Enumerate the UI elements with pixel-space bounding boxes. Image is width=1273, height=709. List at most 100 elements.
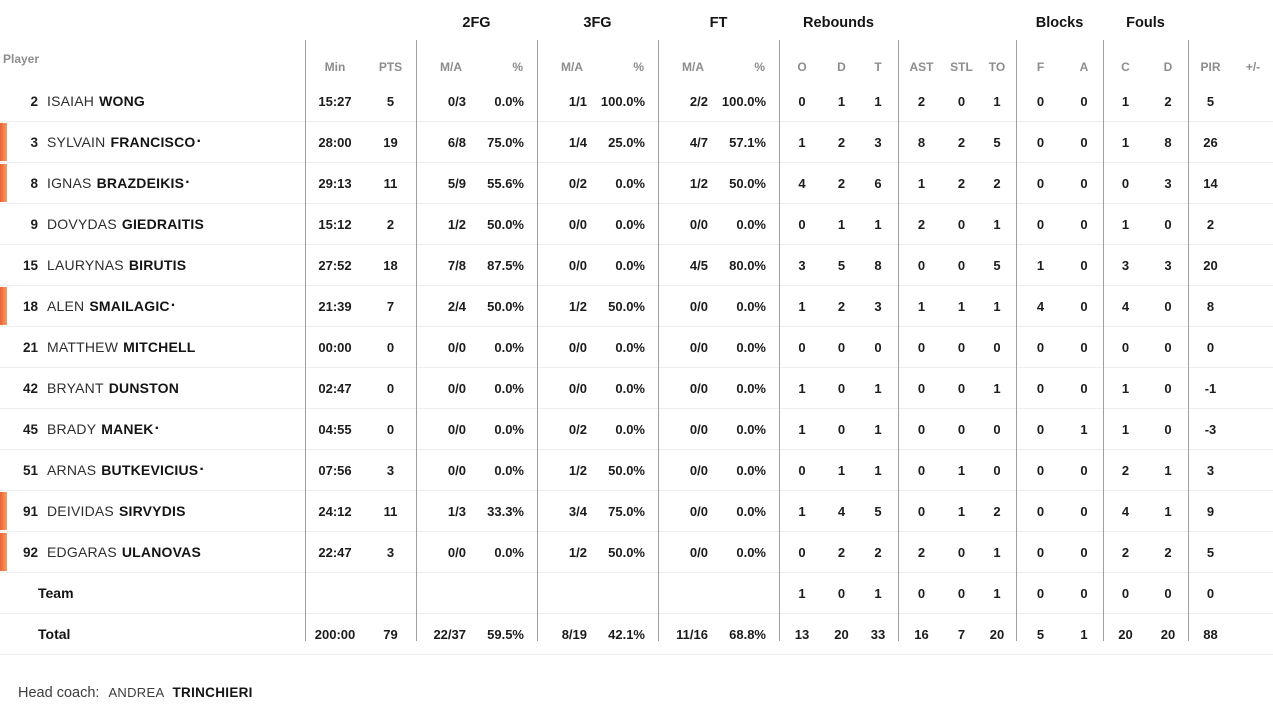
cell-ft-ma: 1/2: [689, 175, 708, 191]
player-last-name: BRAZDEIKIS: [96, 175, 185, 191]
cell-min: 27:52: [318, 257, 352, 273]
cell-reb-d: 1: [837, 462, 846, 478]
cell-blk-f: 0: [1036, 175, 1045, 191]
on-court-indicator: [0, 287, 7, 325]
cell-pts: 11: [383, 503, 398, 519]
table-row: Team 1 0 1 0 0 1 0 0 0 0 0: [0, 573, 1273, 614]
cell-ast: 8: [917, 134, 926, 150]
cell-pts: 2: [386, 216, 395, 232]
player-number: 51: [22, 462, 38, 478]
on-court-indicator: [0, 492, 7, 530]
player-first-name: EDGARAS: [47, 544, 117, 560]
cell-blk-f: 1: [1036, 257, 1045, 273]
cell-ast: 1: [917, 298, 926, 314]
cell-blk-f: 5: [1036, 626, 1045, 642]
cell-to: 0: [993, 421, 1001, 437]
cell-reb-t: 1: [874, 421, 882, 437]
cell-ast: 0: [917, 339, 926, 355]
table-row[interactable]: 18 ALEN SMAILAGIC · 21:39 7 2/4 50.0% 1/…: [0, 286, 1273, 327]
table-row[interactable]: 9 DOVYDAS GIEDRAITIS 15:12 2 1/2 50.0% 0…: [0, 204, 1273, 245]
cell-ft-ma: 11/16: [676, 626, 708, 642]
cell-2fg-ma: 0/0: [447, 380, 466, 396]
table-row[interactable]: 42 BRYANT DUNSTON 02:47 0 0/0 0.0% 0/0 0…: [0, 368, 1273, 409]
cell-3fg-ma: 0/2: [568, 421, 587, 437]
col-header-reb-t: T: [874, 60, 882, 74]
cell-stl: 1: [957, 462, 966, 478]
cell-to: 1: [993, 544, 1001, 560]
table-row[interactable]: 2 ISAIAH WONG 15:27 5 0/3 0.0% 1/1 100.0…: [0, 81, 1273, 122]
cell-reb-t: 2: [874, 544, 882, 560]
cell-pir: 0: [1206, 585, 1215, 601]
starter-dot-icon: ·: [170, 297, 177, 314]
cell-blk-a: 0: [1080, 93, 1088, 109]
cell-2fg-ma: 1/3: [447, 503, 466, 519]
col-header-2fg-ma: M/A: [440, 60, 462, 74]
player-cell: Total: [0, 614, 305, 654]
cell-3fg-ma: 1/4: [568, 134, 587, 150]
column-divider: [416, 40, 417, 641]
cell-2fg-pct: 59.5%: [487, 626, 524, 642]
cell-3fg-ma: 3/4: [568, 503, 587, 519]
group-header-2fg: 2FG: [462, 15, 491, 31]
cell-pts: 7: [386, 298, 395, 314]
cell-reb-o: 4: [798, 175, 806, 191]
cell-min: 15:27: [318, 93, 352, 109]
cell-3fg-ma: 0/2: [568, 175, 587, 191]
table-row[interactable]: 21 MATTHEW MITCHELL 00:00 0 0/0 0.0% 0/0…: [0, 327, 1273, 368]
cell-pts: 0: [386, 380, 395, 396]
cell-foul-d: 3: [1164, 257, 1172, 273]
column-divider: [537, 40, 538, 641]
player-cell: 18 ALEN SMAILAGIC ·: [0, 286, 305, 326]
cell-ft-ma: 0/0: [689, 544, 708, 560]
player-last-name: WONG: [99, 93, 146, 109]
cell-reb-d: 4: [837, 503, 846, 519]
player-first-name: ALEN: [47, 298, 85, 314]
table-row[interactable]: 15 LAURYNAS BIRUTIS 27:52 18 7/8 87.5% 0…: [0, 245, 1273, 286]
cell-foul-d: 0: [1164, 421, 1172, 437]
cell-blk-a: 0: [1080, 380, 1088, 396]
cell-pir: 20: [1203, 257, 1218, 273]
cell-min: 22:47: [318, 544, 352, 560]
player-last-name: BUTKEVICIUS: [101, 462, 199, 478]
cell-2fg-pct: 75.0%: [487, 134, 524, 150]
cell-min: 04:55: [318, 421, 352, 437]
box-score-table: Player 2FG 3FG FT Rebounds Blocks Fouls …: [0, 15, 1273, 655]
cell-ft-pct: 57.1%: [729, 134, 766, 150]
table-row[interactable]: 51 ARNAS BUTKEVICIUS · 07:56 3 0/0 0.0% …: [0, 450, 1273, 491]
cell-blk-a: 0: [1080, 134, 1088, 150]
table-row: Total 200:00 79 22/37 59.5% 8/19 42.1% 1…: [0, 614, 1273, 655]
cell-to: 1: [993, 298, 1001, 314]
cell-to: 1: [993, 216, 1001, 232]
cell-foul-d: 0: [1164, 380, 1172, 396]
cell-ft-ma: 0/0: [689, 462, 708, 478]
column-divider: [1103, 40, 1104, 641]
col-header-2fg-pct: %: [512, 60, 523, 74]
cell-min: 29:13: [318, 175, 352, 191]
cell-foul-c: 1: [1121, 380, 1130, 396]
cell-reb-d: 0: [837, 339, 846, 355]
table-row[interactable]: 91 DEIVIDAS SIRVYDIS 24:12 11 1/3 33.3% …: [0, 491, 1273, 532]
cell-reb-o: 1: [798, 585, 806, 601]
cell-blk-f: 4: [1036, 298, 1045, 314]
group-header-rebounds: Rebounds: [803, 15, 874, 31]
player-cell: Team: [0, 573, 305, 613]
cell-reb-d: 0: [837, 380, 846, 396]
cell-ft-pct: 0.0%: [736, 298, 766, 314]
table-row[interactable]: 3 SYLVAIN FRANCISCO · 28:00 19 6/8 75.0%…: [0, 122, 1273, 163]
cell-pts: 79: [383, 626, 398, 642]
cell-stl: 2: [957, 175, 966, 191]
column-divider: [779, 40, 780, 641]
table-row[interactable]: 8 IGNAS BRAZDEIKIS · 29:13 11 5/9 55.6% …: [0, 163, 1273, 204]
table-row[interactable]: 92 EDGARAS ULANOVAS 22:47 3 0/0 0.0% 1/2…: [0, 532, 1273, 573]
cell-reb-d: 2: [837, 134, 846, 150]
cell-2fg-pct: 0.0%: [494, 380, 524, 396]
cell-blk-a: 1: [1080, 626, 1088, 642]
column-divider: [658, 40, 659, 641]
cell-foul-c: 2: [1121, 544, 1130, 560]
cell-2fg-pct: 50.0%: [487, 298, 524, 314]
cell-blk-f: 0: [1036, 93, 1045, 109]
player-cell: 45 BRADY MANEK ·: [0, 409, 305, 449]
player-number: 9: [30, 216, 38, 232]
table-row[interactable]: 45 BRADY MANEK · 04:55 0 0/0 0.0% 0/2 0.…: [0, 409, 1273, 450]
cell-foul-d: 20: [1160, 626, 1176, 642]
